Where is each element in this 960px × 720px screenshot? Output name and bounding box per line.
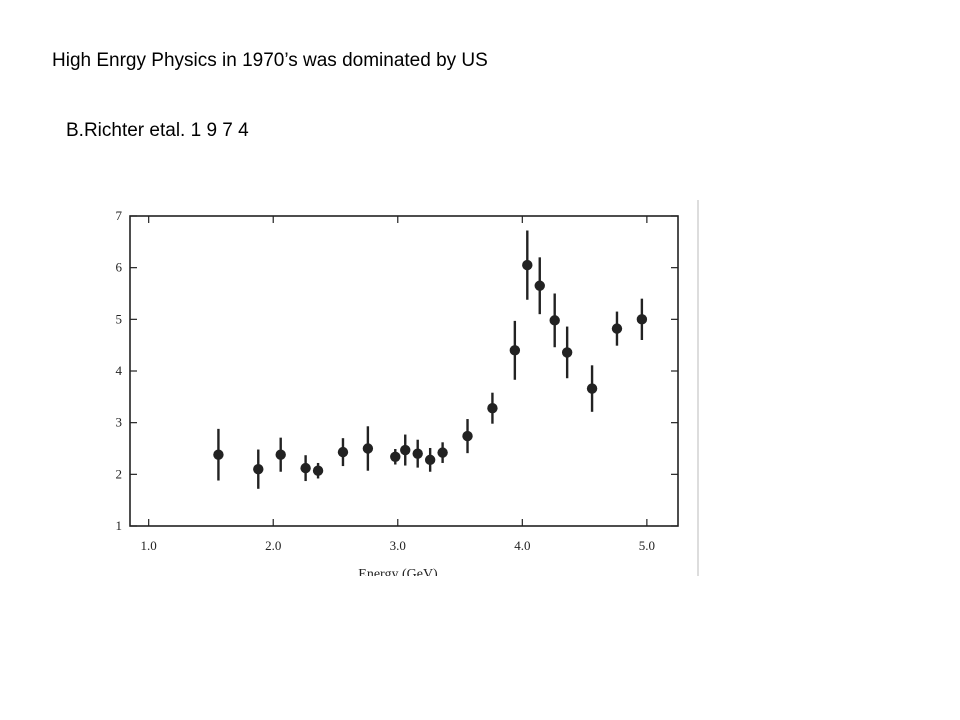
data-point [300,462,311,474]
data-point [534,280,545,291]
data-point [522,259,533,271]
x-axis-label: Energy (GeV) [358,567,438,576]
data-point [611,323,623,334]
y-tick-label: 4 [116,363,123,378]
data-point [390,451,401,462]
data-point [509,345,521,356]
x-tick-label: 4.0 [514,538,530,553]
data-point [412,448,423,459]
data-point [362,443,374,454]
chart-figure: 1.0 2.0 3.0 4.0 5.0 1 2 3 4 5 6 7 Energy (GeV) [100,196,700,576]
data-point [462,430,473,442]
y-tick-label: 1 [116,518,123,533]
data-point [424,454,436,466]
data-points [213,230,648,489]
y-tick-label: 5 [116,311,123,326]
data-point [400,444,411,456]
slide-title: High Enrgy Physics in 1970’s was dominat… [52,50,488,71]
data-point [275,449,286,460]
y-tick-label: 2 [116,466,123,481]
data-point [586,383,598,394]
data-point [337,446,349,458]
y-tick-label: 3 [116,415,123,430]
y-tick-label: 7 [116,208,123,223]
x-tick-label: 5.0 [639,538,655,553]
y-tick-label: 6 [116,260,123,275]
data-point [437,447,448,458]
data-point [312,465,324,476]
x-tick-label: 2.0 [265,538,281,553]
data-point [487,403,498,414]
chart-svg: 1.0 2.0 3.0 4.0 5.0 1 2 3 4 5 6 7 Energy (GeV) [116,200,699,576]
data-point [213,449,224,460]
data-point [636,314,648,325]
x-tick-label: 1.0 [141,538,157,553]
data-point [561,347,573,358]
x-tick-label: 3.0 [390,538,406,553]
plot-frame [129,215,679,527]
data-point [549,315,560,326]
slide-subtitle: B.Richter etal. 1 9 7 4 [66,120,249,141]
data-point [253,463,264,475]
y-axis-ticks: 1 2 3 4 5 6 7 [116,208,678,533]
x-axis-ticks: 1.0 2.0 3.0 4.0 5.0 [141,216,655,553]
